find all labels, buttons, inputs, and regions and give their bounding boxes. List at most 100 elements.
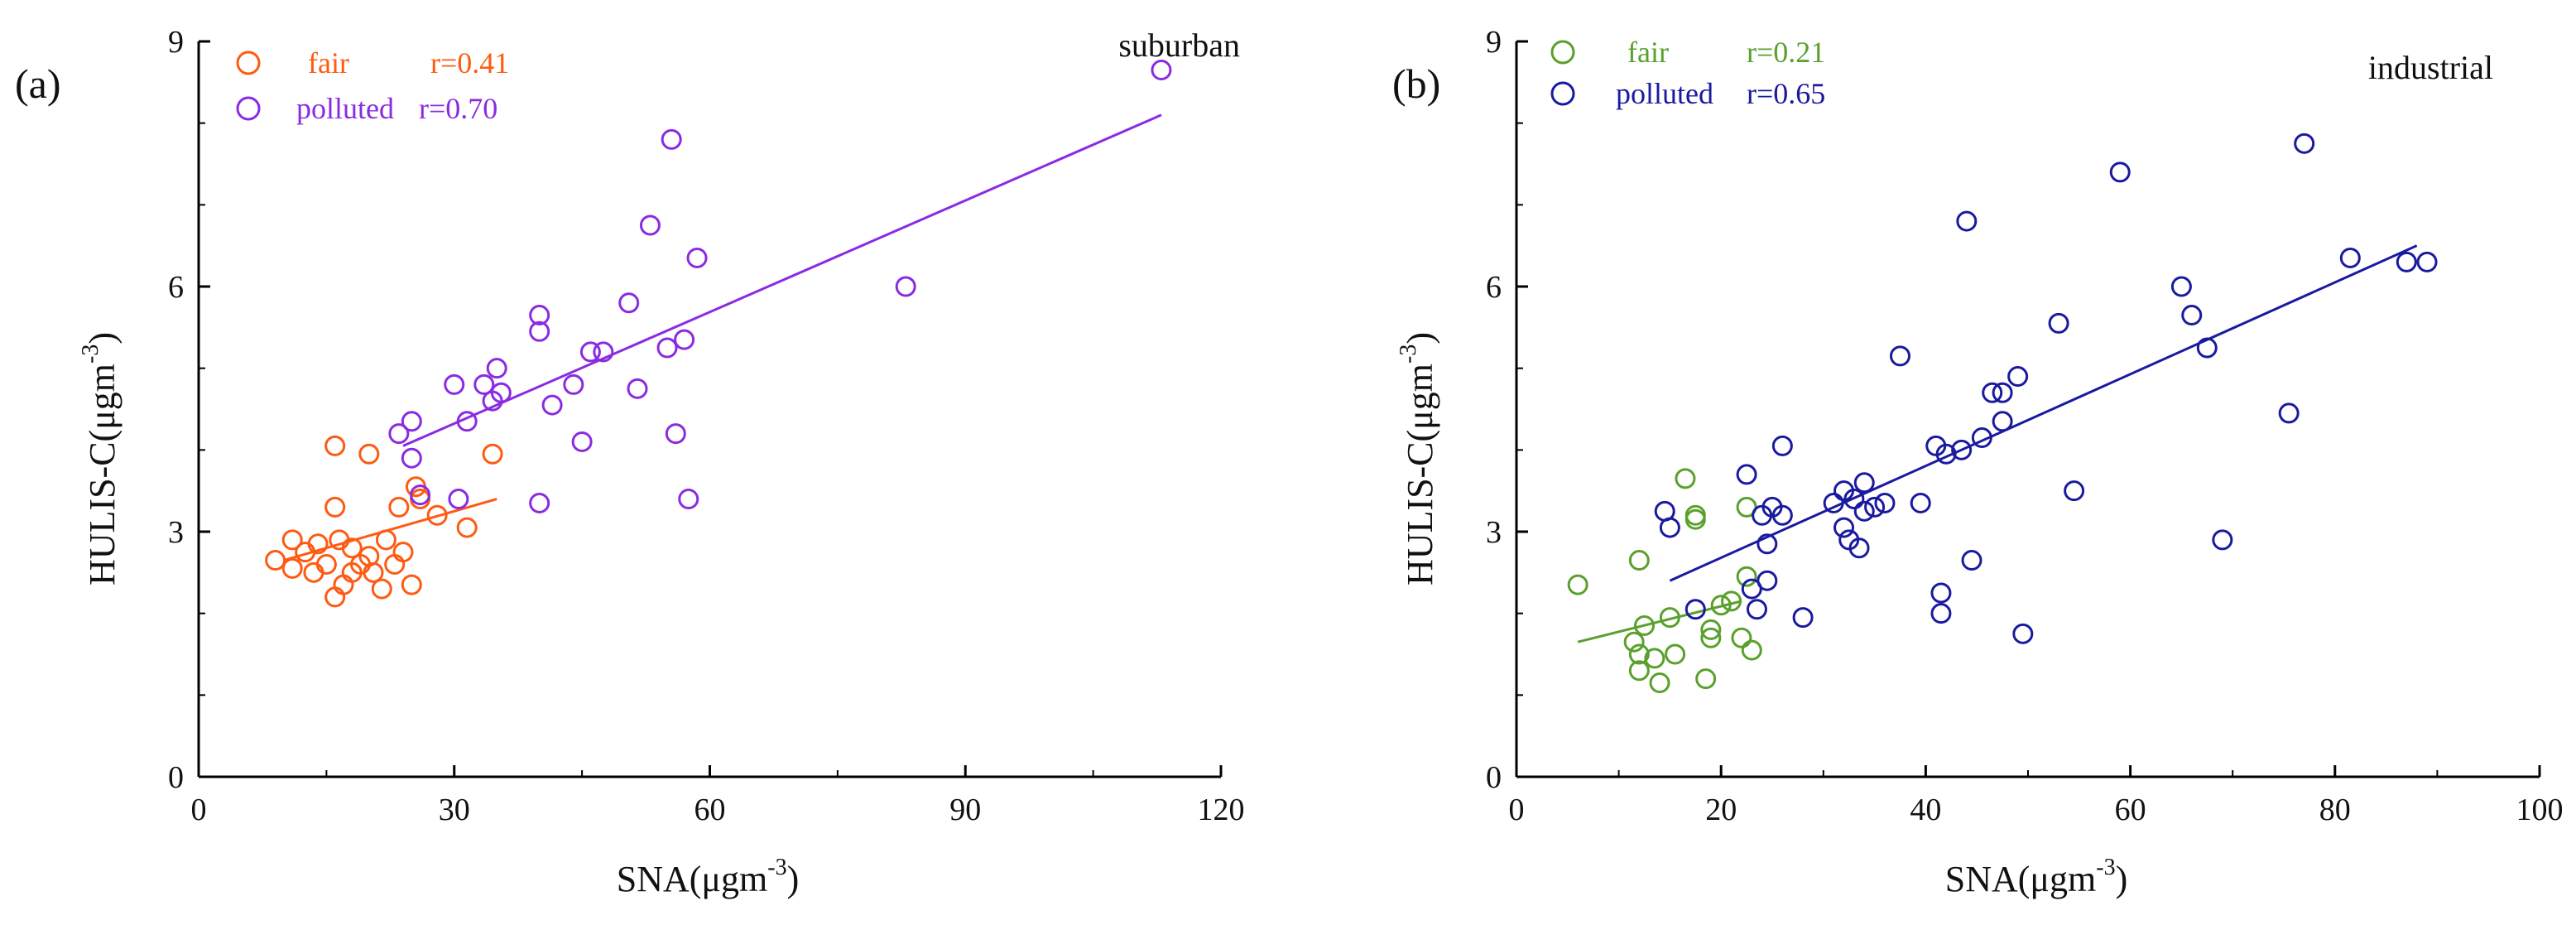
y-axis-title-exponent: -3 [1396, 345, 1421, 364]
data-point-fair [1721, 590, 1742, 612]
data-point-fair [1628, 643, 1650, 665]
data-point-fair [392, 542, 414, 563]
panel-label: (b) [1392, 60, 1440, 107]
data-point-polluted [388, 423, 410, 445]
data-point-polluted [2007, 366, 2029, 388]
fit-line-fair [283, 498, 497, 561]
data-point-polluted [1659, 517, 1680, 538]
data-point-polluted [529, 305, 550, 326]
data-point-polluted [1771, 435, 1793, 456]
data-point-polluted [1757, 570, 1778, 591]
data-point-polluted [627, 378, 648, 399]
data-point-polluted [1992, 382, 2013, 403]
data-point-polluted [2181, 305, 2203, 326]
site-label: industrial [2368, 49, 2493, 86]
legend-label-fair: fair [1627, 36, 1669, 69]
x-tick-label: 90 [949, 793, 981, 827]
data-point-fair [1628, 550, 1650, 571]
data-point-polluted [1890, 345, 1910, 367]
data-point-fair [315, 553, 337, 575]
panel-label: (a) [15, 60, 61, 107]
data-point-fair [1736, 566, 1757, 587]
x-axis-title-text: SNA(μgm [1945, 859, 2097, 899]
data-point-polluted [1956, 210, 1978, 232]
data-point-polluted [1853, 472, 1875, 494]
panel-suburban: 0 30 60 90 1200369(a)suburbanSNA(μgm-3)HULIS… [15, 25, 1245, 899]
data-point-polluted [1982, 382, 2003, 403]
data-point-polluted [490, 382, 512, 403]
data-point-polluted [1823, 492, 1844, 513]
data-point-fair [1567, 574, 1588, 595]
x-tick-label: 40 [1910, 793, 1941, 827]
data-point-polluted [401, 447, 422, 469]
legend-marker-fair [236, 51, 261, 75]
data-point-fair [1695, 668, 1717, 690]
y-tick-label: 3 [168, 515, 184, 550]
data-point-polluted [2109, 161, 2131, 183]
data-point-polluted [1935, 443, 1957, 465]
legend-label-polluted: polluted [1616, 77, 1713, 110]
data-point-fair [1649, 672, 1670, 694]
y-tick-label: 6 [1486, 270, 1502, 305]
data-point-polluted [674, 329, 695, 350]
data-point-fair [281, 557, 303, 579]
data-point-polluted [1792, 607, 1814, 629]
data-point-polluted [656, 337, 678, 359]
x-tick-label: 30 [439, 793, 470, 827]
fit-line-polluted [402, 113, 1162, 447]
data-point-polluted [1771, 504, 1793, 526]
data-point-fair [375, 529, 396, 551]
fit-line-polluted [1669, 244, 2418, 582]
data-point-fair [281, 529, 303, 551]
y-axis-title: HULIS-C(μgm-3) [1396, 332, 1440, 585]
x-axis-title-exponent: -3 [2096, 855, 2115, 880]
series-polluted [1654, 133, 2438, 644]
y-axis-title: HULIS-C(μgm-3) [78, 332, 123, 585]
data-point-fair [1628, 660, 1650, 682]
x-tick-label: 100 [2516, 793, 2564, 827]
data-point-fair [307, 533, 329, 555]
data-point-polluted [2012, 623, 2034, 644]
data-point-fair [401, 574, 422, 595]
data-point-polluted [448, 489, 469, 510]
data-point-fair [363, 561, 384, 583]
y-axis-title-text: HULIS-C(μgm [1400, 364, 1440, 585]
x-axis-title-close: ) [2116, 859, 2128, 899]
data-point-fair [324, 496, 346, 518]
data-point-polluted [2048, 312, 2069, 334]
data-point-polluted [2170, 276, 2192, 297]
fit-line-fair [1577, 600, 1742, 643]
y-axis-title-close: ) [82, 332, 123, 345]
data-point-polluted [456, 411, 478, 432]
data-point-polluted [473, 373, 495, 395]
data-point-polluted [2278, 402, 2300, 424]
data-point-fair [1675, 468, 1696, 489]
x-tick-label: 60 [694, 793, 726, 827]
y-tick-label: 0 [168, 760, 184, 795]
data-point-polluted [1848, 537, 1870, 559]
data-point-polluted [1951, 439, 1973, 460]
data-point-fair [265, 550, 286, 571]
series-polluted [388, 60, 1172, 513]
y-axis-title-close: ) [1400, 332, 1440, 345]
y-axis-title-text: HULIS-C(μgm [82, 364, 123, 585]
data-point-fair [482, 443, 503, 465]
x-tick-label: 120 [1198, 793, 1245, 827]
data-point-polluted [1757, 533, 1778, 555]
data-point-fair [1684, 504, 1706, 526]
data-point-polluted [486, 358, 507, 379]
data-point-fair [1710, 595, 1732, 616]
data-point-polluted [618, 292, 640, 314]
data-point-polluted [1736, 464, 1757, 485]
data-point-polluted [1746, 599, 1767, 620]
data-point-polluted [1910, 492, 1931, 513]
data-point-polluted [1151, 60, 1172, 81]
data-point-polluted [541, 394, 563, 416]
data-point-polluted [571, 431, 593, 452]
x-tick-label: 0 [191, 793, 207, 827]
y-tick-label: 6 [168, 270, 184, 305]
data-point-fair [1659, 607, 1680, 629]
series-fair [1567, 468, 1762, 694]
